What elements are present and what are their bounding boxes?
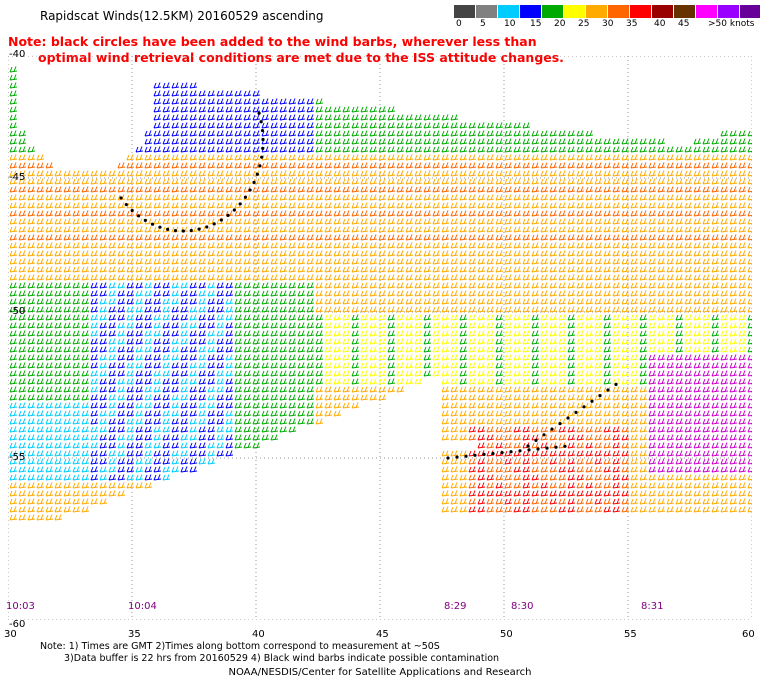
scale-swatch <box>498 5 520 18</box>
lon-label-55: 55 <box>624 629 637 640</box>
lat-label-60: -60 <box>9 619 26 630</box>
lon-label-30: 30 <box>4 629 17 640</box>
scale-swatch <box>718 5 740 18</box>
footnote-line-1: Note: 1) Times are GMT 2)Times along bot… <box>40 641 440 652</box>
scale-label-0: 0 <box>456 19 462 29</box>
scale-label-40: 40 <box>654 19 666 29</box>
scale-swatch <box>564 5 586 18</box>
scale-label-30: 30 <box>602 19 614 29</box>
scale-label-35: 35 <box>626 19 638 29</box>
scale-swatch <box>652 5 674 18</box>
wind-barbs <box>9 66 756 521</box>
scale-swatch <box>740 5 760 18</box>
scale-swatch <box>454 5 476 18</box>
color-scale-labels: 0 5 10 15 20 25 30 35 40 45 >50 knots <box>454 18 760 30</box>
time-label-1004: 10:04 <box>128 601 157 612</box>
color-scale-swatches <box>454 5 760 18</box>
wind-speed-color-scale: 0 5 10 15 20 25 30 35 40 45 >50 knots <box>454 5 760 30</box>
lon-label-35: 35 <box>128 629 141 640</box>
scale-label-10: 10 <box>504 19 516 29</box>
note-line-1: Note: black circles have been added to t… <box>8 34 537 49</box>
footnote: Note: 1) Times are GMT 2)Times along bot… <box>40 641 499 665</box>
time-label-830: 8:30 <box>511 601 534 612</box>
ISS-attitude-note: Note: black circles have been added to t… <box>8 34 564 66</box>
lat-label-50: -50 <box>9 306 26 317</box>
scale-label-15: 15 <box>530 19 542 29</box>
scale-swatch <box>520 5 542 18</box>
time-label-1003: 10:03 <box>6 601 35 612</box>
lat-label-40: -40 <box>9 49 26 60</box>
scale-swatch <box>586 5 608 18</box>
credit-line: NOAA/NESDIS/Center for Satellite Applica… <box>228 667 532 678</box>
lat-label-55: -55 <box>9 452 26 463</box>
time-label-829: 8:29 <box>444 601 467 612</box>
scale-swatch <box>542 5 564 18</box>
time-label-831: 8:31 <box>641 601 664 612</box>
scale-label-5: 5 <box>480 19 486 29</box>
scale-swatch <box>696 5 718 18</box>
contamination-markers <box>119 111 618 460</box>
lon-label-40: 40 <box>252 629 265 640</box>
scale-label-25: 25 <box>578 19 590 29</box>
wind-barb-canvas <box>7 55 756 621</box>
lon-label-50: 50 <box>500 629 513 640</box>
scale-swatch <box>630 5 652 18</box>
scale-label-50-knots: >50 knots <box>708 19 755 29</box>
scale-swatch <box>608 5 630 18</box>
lon-label-45: 45 <box>376 629 389 640</box>
lon-label-60: 60 <box>742 629 755 640</box>
scale-label-45: 45 <box>678 19 690 29</box>
note-line-2: optimal wind retrieval conditions are me… <box>38 50 564 65</box>
lat-label-45: -45 <box>9 172 26 183</box>
wind-barb-map <box>7 55 756 621</box>
scale-label-20: 20 <box>554 19 566 29</box>
scale-swatch <box>476 5 498 18</box>
scale-swatch <box>674 5 696 18</box>
map-title: Rapidscat Winds(12.5KM) 20160529 ascendi… <box>40 9 324 23</box>
footnote-line-2: 3)Data buffer is 22 hrs from 20160529 4)… <box>64 653 500 664</box>
